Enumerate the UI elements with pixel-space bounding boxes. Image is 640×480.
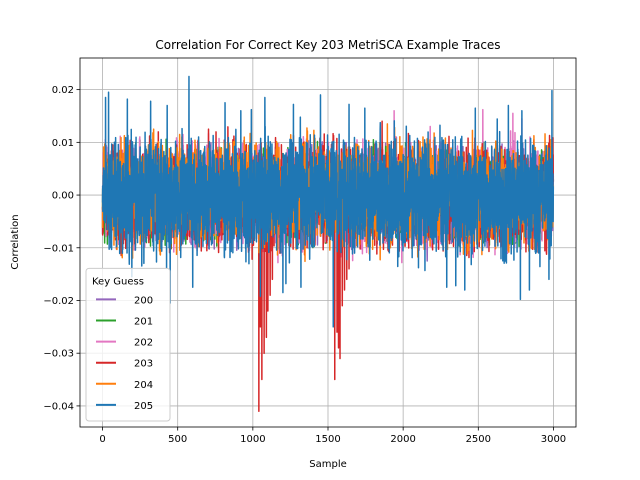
x-axis-label: Sample	[309, 459, 347, 470]
chart-title: Correlation For Correct Key 203 MetriSCA…	[155, 38, 500, 52]
x-tick-label: 2500	[466, 434, 491, 445]
legend-entry-200: 200	[134, 295, 153, 306]
legend-entry-201: 201	[134, 317, 153, 328]
legend-entry-205: 205	[134, 401, 153, 412]
x-tick-label: 3000	[541, 434, 566, 445]
legend: Key Guess 200 201 202 203 204 205	[85, 267, 171, 422]
y-tick-label: −0.02	[43, 296, 74, 307]
y-tick-label: 0.00	[52, 191, 74, 202]
y-tick-label: −0.04	[43, 401, 74, 412]
x-tick-label: 0	[99, 434, 105, 445]
legend-box	[85, 267, 171, 422]
x-tick-label: 1000	[240, 434, 265, 445]
y-axis-label: Correlation	[10, 214, 21, 269]
y-tick-label: 0.02	[52, 85, 74, 96]
y-tick-label: −0.03	[43, 349, 74, 360]
x-tick-label: 1500	[315, 434, 340, 445]
y-tick-label: 0.01	[52, 138, 74, 149]
axis-ticks: 0 500 1000 1500 2000 2500 3000 0.02 0.01 0.00 −0.0…	[43, 85, 566, 445]
legend-title: Key Guess	[92, 276, 144, 287]
x-tick-label: 500	[168, 434, 187, 445]
y-tick-label: −0.01	[43, 243, 74, 254]
legend-entry-204: 204	[134, 380, 153, 391]
legend-entry-202: 202	[134, 338, 153, 349]
series-line-205	[101, 75, 555, 328]
series-layer	[101, 75, 555, 412]
legend-entry-203: 203	[134, 359, 153, 370]
x-tick-label: 2000	[390, 434, 415, 445]
